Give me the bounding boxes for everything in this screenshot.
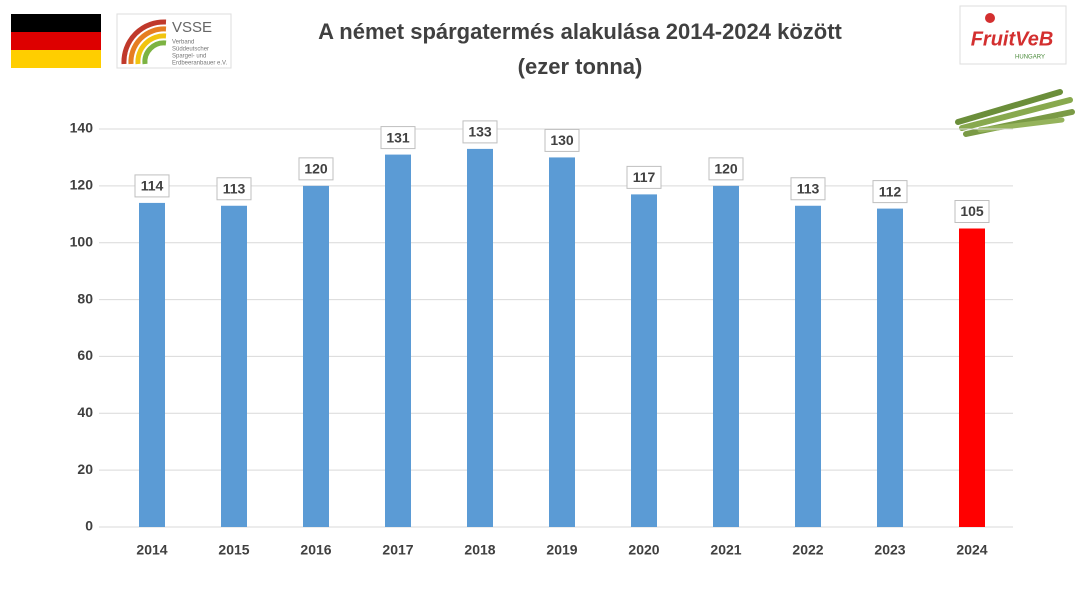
data-label: 105 xyxy=(960,203,984,219)
bar xyxy=(385,154,411,528)
german-flag xyxy=(11,14,101,68)
bar xyxy=(139,202,165,527)
y-tick-label: 20 xyxy=(77,461,93,477)
y-tick-label: 100 xyxy=(70,233,94,249)
data-label: 113 xyxy=(797,180,820,196)
bar xyxy=(795,205,821,527)
x-tick-label: 2016 xyxy=(300,542,331,558)
x-tick-label: 2017 xyxy=(382,542,413,558)
bar xyxy=(877,208,903,527)
bar xyxy=(713,185,739,527)
data-label-box xyxy=(216,177,252,201)
data-label: 114 xyxy=(141,178,164,194)
fruitveb-name: FruitVeB xyxy=(971,28,1054,50)
data-label: 120 xyxy=(304,161,328,177)
data-label-box xyxy=(134,174,170,198)
asparagus xyxy=(955,89,1075,137)
vsse-text: Erdbeeranbauer e.V. xyxy=(172,61,227,67)
data-label: 112 xyxy=(879,183,902,199)
y-tick-label: 60 xyxy=(77,347,93,363)
x-tick-label: 2023 xyxy=(874,542,905,558)
data-label-box xyxy=(380,126,416,150)
vsse-logo: VSSE Verband Süddeutscher Spargel- und E… xyxy=(116,13,232,69)
bar xyxy=(549,157,575,527)
data-label-box xyxy=(954,200,990,223)
x-tick-label: 2021 xyxy=(710,542,741,558)
bar xyxy=(467,148,493,527)
y-tick-label: 40 xyxy=(77,404,93,420)
vsse-text: Verband xyxy=(172,40,194,46)
bar xyxy=(221,205,247,527)
chart-subtitle: (ezer tonna) xyxy=(518,54,643,79)
fruitveb-logo: FruitVeB HUNGARY xyxy=(959,5,1067,65)
data-label-box xyxy=(544,128,580,152)
x-tick-label: 2018 xyxy=(464,542,495,558)
y-tick-label: 140 xyxy=(70,120,94,136)
data-label-box xyxy=(872,180,908,204)
data-label-box xyxy=(462,120,498,144)
vsse-text: Spargel- und xyxy=(172,54,206,60)
data-label: 130 xyxy=(550,132,574,148)
chart-title: A német spárgatermés alakulása 2014-2024… xyxy=(318,19,842,44)
data-label: 120 xyxy=(714,161,738,177)
x-tick-label: 2019 xyxy=(546,542,577,558)
x-tick-label: 2014 xyxy=(136,542,167,558)
x-tick-label: 2015 xyxy=(218,542,249,558)
fruitveb-country: HUNGARY xyxy=(1015,55,1045,61)
data-label: 113 xyxy=(223,180,246,196)
data-label: 131 xyxy=(386,129,410,145)
x-tick-label: 2024 xyxy=(956,542,987,558)
data-label: 133 xyxy=(468,124,492,140)
bar xyxy=(631,194,657,527)
y-tick-label: 0 xyxy=(85,518,93,534)
data-label-box xyxy=(790,177,826,201)
y-tick-label: 80 xyxy=(77,290,93,306)
data-label: 117 xyxy=(633,169,656,185)
vsse-text: Süddeutscher xyxy=(172,47,209,53)
bar xyxy=(959,228,985,527)
data-label-box xyxy=(626,165,662,189)
vsse-name: VSSE xyxy=(172,19,212,36)
y-tick-label: 120 xyxy=(70,177,94,193)
x-tick-label: 2020 xyxy=(628,542,659,558)
data-label-box xyxy=(298,157,334,181)
data-label-box xyxy=(708,157,744,181)
bar xyxy=(303,185,329,527)
x-tick-label: 2022 xyxy=(792,542,823,558)
